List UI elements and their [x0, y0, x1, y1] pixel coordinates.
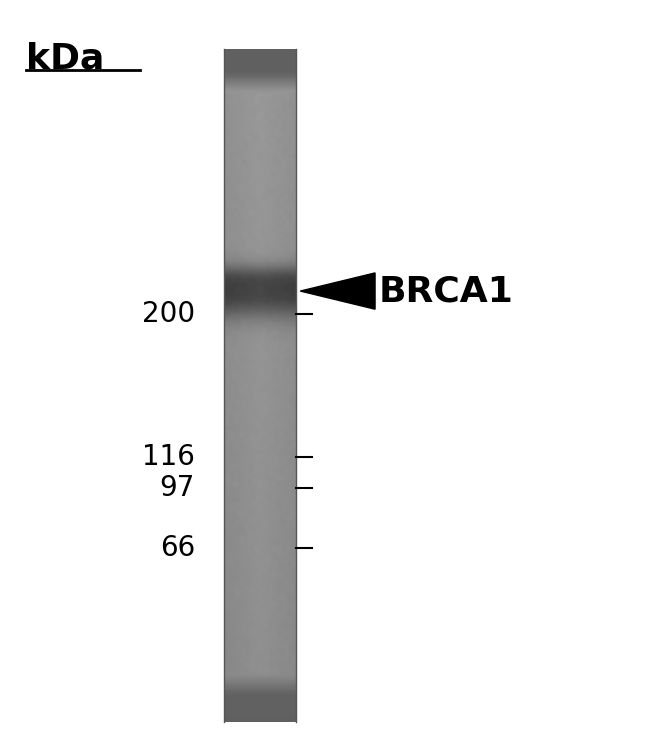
- Text: 97: 97: [160, 473, 195, 502]
- Text: kDa: kDa: [26, 42, 105, 76]
- Text: 200: 200: [142, 299, 195, 328]
- Text: 116: 116: [142, 443, 195, 472]
- Text: 66: 66: [160, 534, 195, 562]
- Text: BRCA1: BRCA1: [378, 274, 514, 308]
- Polygon shape: [300, 273, 375, 309]
